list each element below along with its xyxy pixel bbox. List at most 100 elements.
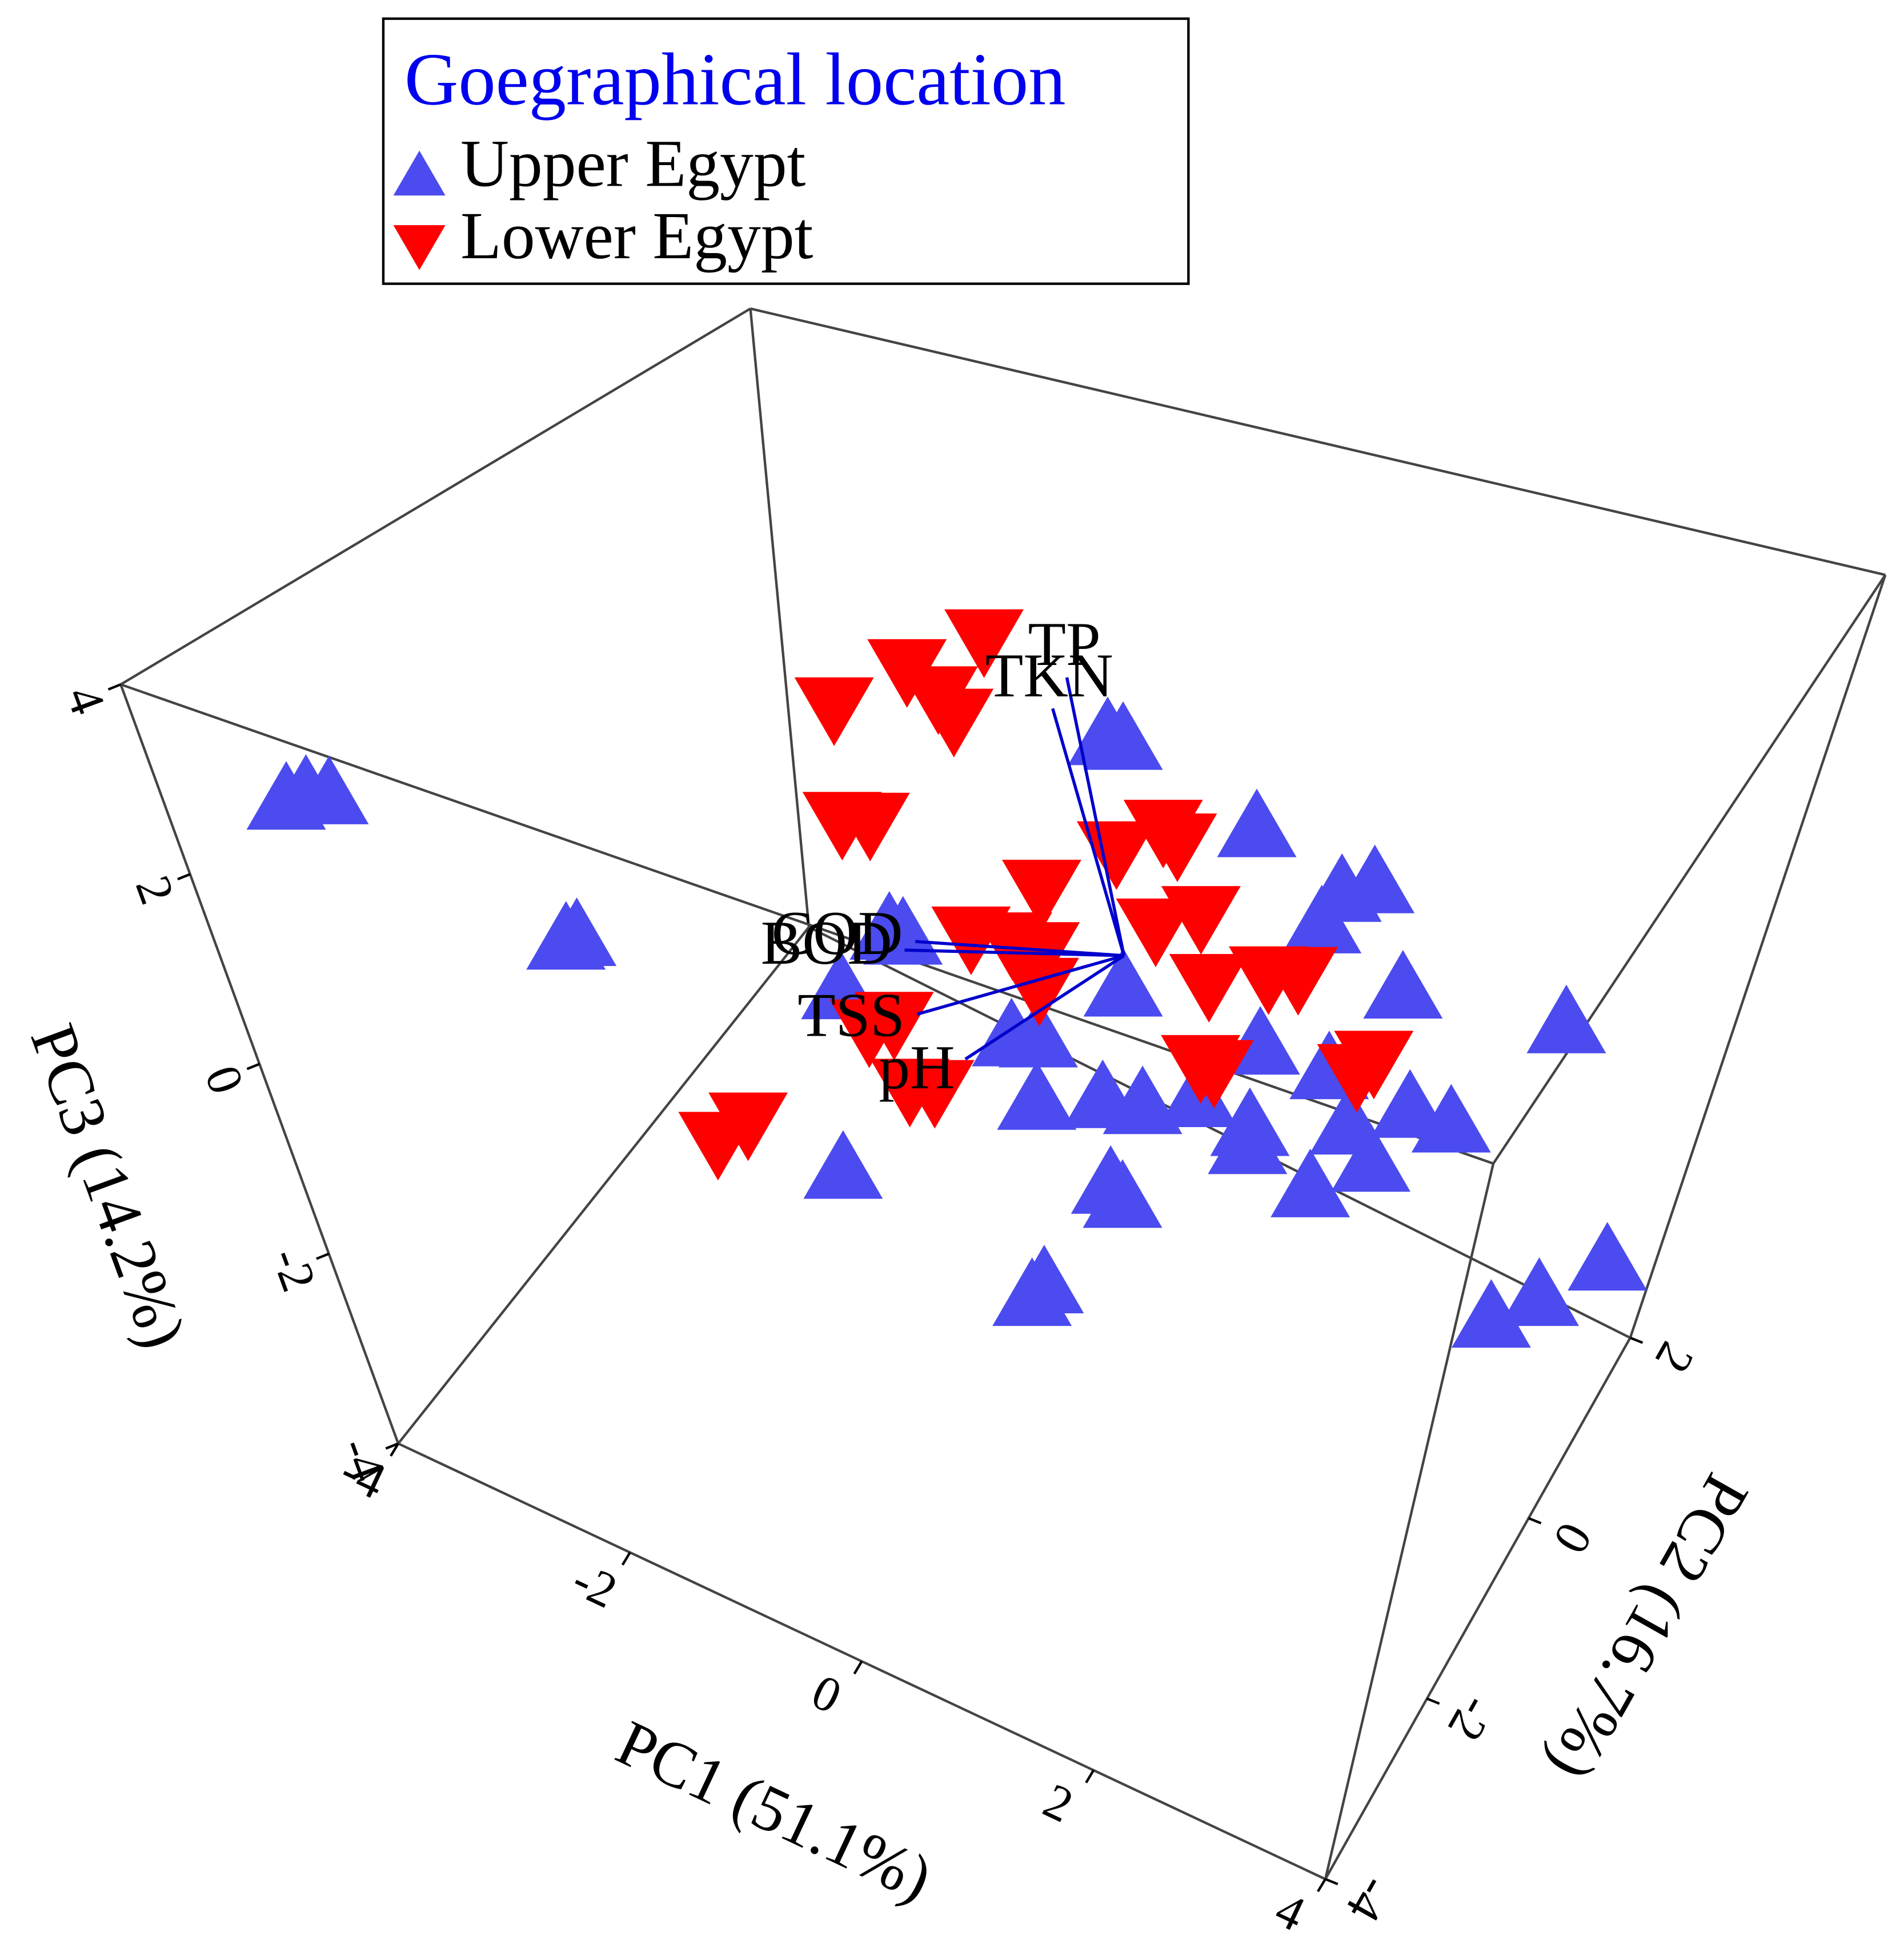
legend-label: Upper Egypt bbox=[460, 126, 805, 201]
data-point bbox=[1000, 922, 1080, 991]
data-point bbox=[895, 1060, 975, 1129]
box-edge bbox=[120, 683, 1494, 1165]
x-axis-title: PC1 (51.1%) bbox=[606, 1706, 943, 1915]
data-point bbox=[1451, 1279, 1531, 1348]
z-axis-title: PC3 (14.2%) bbox=[17, 1015, 200, 1357]
data-point bbox=[1161, 886, 1241, 955]
data-point bbox=[537, 897, 617, 967]
tick-mark bbox=[1629, 1336, 1644, 1344]
legend-marker bbox=[393, 225, 446, 270]
loading-label: COD bbox=[772, 899, 903, 968]
data-point bbox=[1500, 1257, 1580, 1326]
data-point bbox=[1004, 1244, 1084, 1314]
box-edge bbox=[397, 926, 810, 1445]
legend-label: Lower Egypt bbox=[460, 199, 813, 273]
data-point bbox=[289, 755, 369, 824]
tick-mark bbox=[246, 1063, 260, 1071]
data-point bbox=[1282, 884, 1362, 953]
data-point bbox=[1103, 1065, 1183, 1135]
legend-marker bbox=[393, 150, 446, 196]
box-edge bbox=[808, 925, 1631, 1339]
data-point bbox=[1174, 1040, 1254, 1109]
box-edge bbox=[1324, 1337, 1632, 1880]
data-point bbox=[1270, 1148, 1350, 1217]
data-point bbox=[1083, 1159, 1163, 1228]
y-tick-label: -2 bbox=[1437, 1687, 1506, 1750]
tick-mark bbox=[316, 1252, 330, 1260]
x-tick-label: 4 bbox=[1267, 1881, 1313, 1942]
y-axis-title: PC2 (16.7%) bbox=[1534, 1462, 1763, 1792]
data-point bbox=[997, 1061, 1077, 1130]
data-point bbox=[1331, 1123, 1411, 1192]
data-point bbox=[998, 999, 1078, 1068]
tick-mark bbox=[1317, 1878, 1326, 1893]
tick-mark bbox=[385, 1442, 399, 1450]
data-point bbox=[914, 688, 994, 757]
tick-mark bbox=[107, 683, 122, 691]
box-edge bbox=[1492, 574, 1887, 1165]
loading-vector bbox=[1051, 708, 1126, 956]
loading-vector bbox=[904, 948, 1124, 957]
data-point bbox=[830, 792, 910, 861]
data-point bbox=[944, 609, 1024, 678]
loading-vector bbox=[1065, 677, 1126, 956]
data-point bbox=[1208, 1105, 1288, 1175]
data-point bbox=[1258, 947, 1338, 1016]
data-point bbox=[1083, 948, 1163, 1017]
tick-mark bbox=[853, 1661, 863, 1675]
data-point bbox=[1335, 844, 1415, 913]
y-tick-label: 2 bbox=[1645, 1333, 1705, 1382]
tick-mark bbox=[1528, 1517, 1542, 1525]
tick-mark bbox=[177, 873, 191, 881]
data-point bbox=[1169, 953, 1249, 1023]
data-point bbox=[1363, 949, 1443, 1019]
x-tick-label: 0 bbox=[804, 1664, 850, 1724]
loading-vector bbox=[964, 954, 1125, 1061]
y-tick-label: -4 bbox=[1336, 1867, 1404, 1931]
data-point bbox=[829, 999, 909, 1068]
data-point bbox=[1116, 898, 1196, 967]
z-tick-label: -2 bbox=[261, 1240, 327, 1298]
data-point bbox=[863, 896, 943, 965]
data-point bbox=[803, 1130, 883, 1199]
loading-label: BOD bbox=[761, 908, 892, 977]
box-edge bbox=[120, 307, 751, 686]
box-edge bbox=[750, 307, 1886, 576]
loading-label: TSS bbox=[797, 981, 905, 1050]
data-point bbox=[1083, 701, 1163, 770]
box-edge bbox=[1629, 574, 1887, 1338]
tick-mark bbox=[390, 1442, 399, 1457]
data-point bbox=[1076, 821, 1156, 890]
data-point bbox=[1411, 1084, 1491, 1153]
data-point bbox=[1001, 860, 1081, 929]
z-tick-label: 4 bbox=[56, 679, 117, 721]
data-point bbox=[708, 1092, 788, 1161]
data-point bbox=[1137, 813, 1217, 883]
z-tick-label: 2 bbox=[125, 868, 186, 911]
data-point bbox=[1217, 788, 1297, 857]
tick-mark bbox=[1426, 1697, 1440, 1705]
legend-title: Goegraphical location bbox=[404, 38, 1066, 121]
tick-mark bbox=[1085, 1769, 1095, 1783]
x-tick-label: 2 bbox=[1036, 1772, 1082, 1833]
x-tick-label: -2 bbox=[564, 1551, 626, 1619]
loading-label: TP bbox=[1028, 610, 1101, 679]
loading-vector bbox=[916, 954, 1125, 1016]
loading-label: TKN bbox=[985, 641, 1113, 710]
tick-mark bbox=[621, 1552, 631, 1566]
loading-label: pH bbox=[879, 1033, 955, 1102]
data-point bbox=[1317, 1044, 1397, 1113]
data-point bbox=[1568, 1222, 1648, 1291]
legend-box bbox=[382, 17, 1190, 285]
data-point bbox=[1526, 984, 1606, 1053]
data-point bbox=[794, 677, 874, 746]
box-edge bbox=[1324, 1163, 1495, 1879]
z-tick-label: 0 bbox=[194, 1059, 255, 1101]
data-point bbox=[1370, 1069, 1450, 1138]
box-edge bbox=[749, 308, 811, 928]
tick-mark bbox=[1325, 1878, 1338, 1886]
y-tick-label: 0 bbox=[1543, 1514, 1604, 1563]
